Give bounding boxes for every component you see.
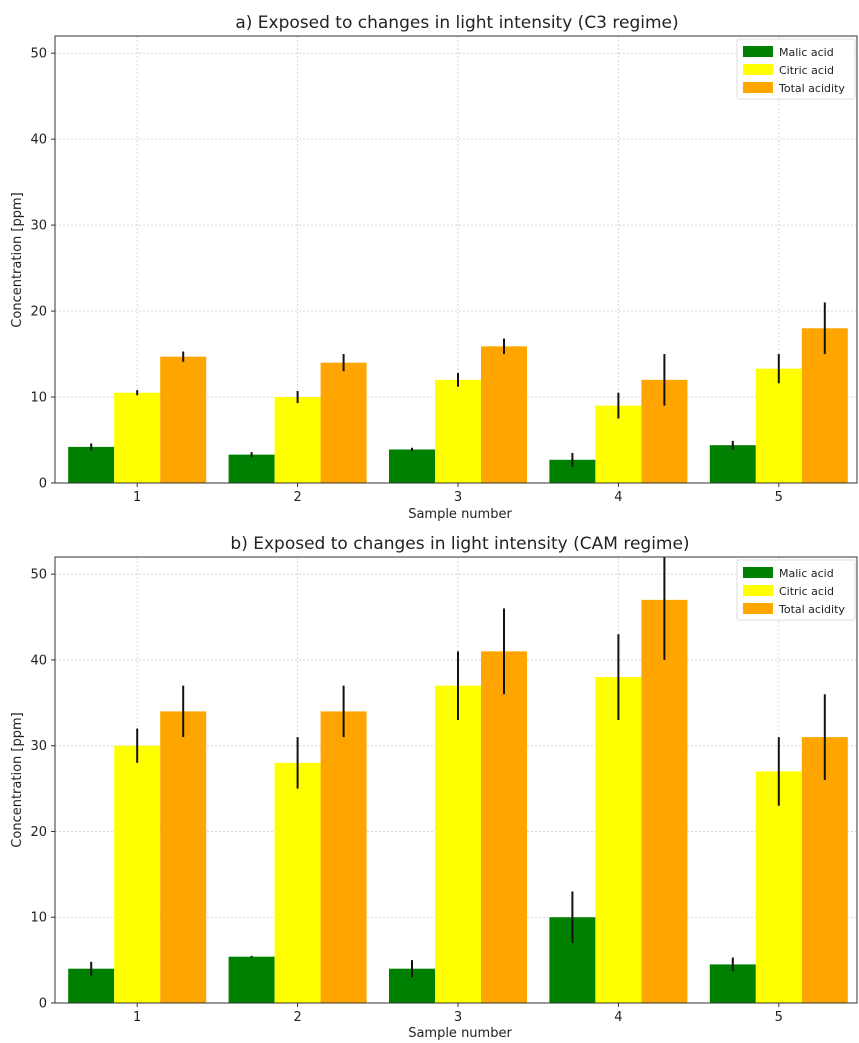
legend-swatch <box>743 603 773 614</box>
y-axis-label: Concentration [ppm] <box>10 712 25 847</box>
x-tick-label: 3 <box>454 1010 462 1025</box>
bar <box>595 677 642 1003</box>
bar <box>481 346 527 483</box>
chart-panel-b: b) Exposed to changes in light intensity… <box>10 534 858 1041</box>
legend-swatch <box>743 82 773 93</box>
y-tick-label: 20 <box>30 305 47 320</box>
x-axis-label: Sample number <box>408 507 512 522</box>
legend-swatch <box>743 64 773 75</box>
bar <box>435 379 481 483</box>
bar <box>709 445 756 483</box>
legend-swatch <box>743 585 773 596</box>
bar <box>160 711 207 1003</box>
legend-label: Total acidity <box>778 82 845 95</box>
bars <box>68 302 848 483</box>
x-tick-label: 4 <box>614 1010 622 1025</box>
y-tick-label: 10 <box>30 911 47 926</box>
x-axis-label: Sample number <box>408 1026 512 1041</box>
bar <box>274 397 321 483</box>
bar <box>114 392 161 483</box>
plot-frame <box>54 556 858 1004</box>
x-tick-label: 4 <box>614 490 622 505</box>
bar <box>228 454 275 483</box>
x-tick-label: 5 <box>775 490 783 505</box>
y-axis-label: Concentration [ppm] <box>10 192 25 327</box>
x-tick-label: 2 <box>293 490 301 505</box>
bar <box>435 685 481 1003</box>
y-tick-label: 0 <box>39 997 47 1012</box>
legend-swatch <box>743 567 773 578</box>
legend-label: Citric acid <box>779 585 834 598</box>
bars <box>68 557 848 1003</box>
bar <box>389 449 435 483</box>
y-tick-label: 30 <box>30 739 47 754</box>
x-tick-label: 3 <box>454 490 462 505</box>
x-tick-label: 1 <box>133 490 141 505</box>
bar <box>228 956 275 1003</box>
bar <box>641 599 688 1003</box>
legend-label: Malic acid <box>779 46 834 59</box>
y-tick-label: 50 <box>30 47 47 62</box>
chart-title: b) Exposed to changes in light intensity… <box>230 534 689 554</box>
y-tick-label: 40 <box>30 133 47 148</box>
y-tick-label: 40 <box>30 653 47 668</box>
y-tick-label: 50 <box>30 568 47 583</box>
legend-label: Total acidity <box>778 603 845 616</box>
y-tick-label: 30 <box>30 219 47 234</box>
bar <box>320 711 367 1003</box>
legend-label: Citric acid <box>779 64 834 77</box>
x-tick-label: 5 <box>775 1010 783 1025</box>
legend-swatch <box>743 46 773 57</box>
bar <box>160 356 207 483</box>
bar <box>549 459 596 483</box>
plot-frame <box>54 35 858 484</box>
bar <box>114 745 161 1003</box>
x-tick-label: 2 <box>293 1010 301 1025</box>
bar <box>801 737 848 1003</box>
chart-title: a) Exposed to changes in light intensity… <box>235 13 678 33</box>
legend: Malic acid Citric acid Total acidity <box>736 559 856 621</box>
y-tick-label: 10 <box>30 391 47 406</box>
y-tick-label: 0 <box>39 477 47 492</box>
bar <box>274 762 321 1003</box>
bar <box>755 368 802 483</box>
chart-panel-a: a) Exposed to changes in light intensity… <box>10 13 858 522</box>
legend: Malic acid Citric acid Total acidity <box>736 38 856 100</box>
x-tick-label: 1 <box>133 1010 141 1025</box>
bar <box>481 651 527 1003</box>
bar <box>68 446 115 483</box>
y-tick-label: 20 <box>30 825 47 840</box>
bar <box>320 362 367 483</box>
legend-label: Malic acid <box>779 567 834 580</box>
bar <box>755 771 802 1003</box>
